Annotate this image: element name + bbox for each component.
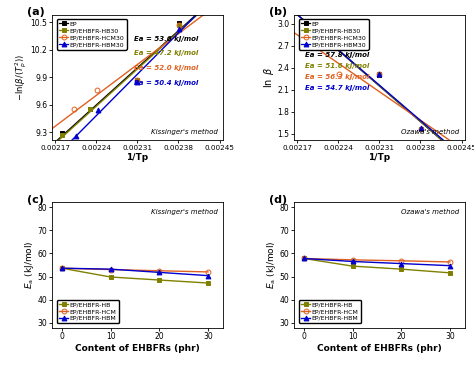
EP/EHBFR-HBM <box>447 263 453 268</box>
Text: Ea = 51.6 kJ/mol: Ea = 51.6 kJ/mol <box>305 63 369 69</box>
EP/EHBFR-HCM <box>156 269 162 273</box>
EP/EHBFR-HBM <box>156 270 162 275</box>
Line: EP/EHBFR-HB: EP/EHBFR-HB <box>301 256 452 275</box>
Text: Ea = 57.8 kJ/mol: Ea = 57.8 kJ/mol <box>305 52 369 58</box>
Line: EP/EHBFR-HB: EP/EHBFR-HB <box>59 266 210 286</box>
Text: (a): (a) <box>27 7 45 17</box>
EP/EHBFR-HCM <box>398 259 404 263</box>
Y-axis label: $\ln\ \beta$: $\ln\ \beta$ <box>262 67 276 88</box>
EP/EHBFR-HCM <box>205 270 211 274</box>
Line: EP/EHBFR-HCM: EP/EHBFR-HCM <box>59 266 210 274</box>
Text: (b): (b) <box>269 7 287 17</box>
EP/EHBFR-HCM <box>447 260 453 264</box>
Y-axis label: $E_{\rm a}$ (kJ/mol): $E_{\rm a}$ (kJ/mol) <box>265 241 278 289</box>
EP/EHBFR-HBM <box>398 261 404 266</box>
EP/EHBFR-HBM <box>205 273 211 278</box>
Text: Ozawa's method: Ozawa's method <box>401 209 459 215</box>
Text: Ea = 52.0 kJ/mol: Ea = 52.0 kJ/mol <box>135 65 199 71</box>
Text: Ea = 56.3 kJ/mol: Ea = 56.3 kJ/mol <box>305 74 369 80</box>
EP/EHBFR-HCM <box>108 268 113 272</box>
Line: EP/EHBFR-HCM: EP/EHBFR-HCM <box>301 256 452 264</box>
Text: Ea = 50.4 kJ/mol: Ea = 50.4 kJ/mol <box>135 80 199 86</box>
Text: (c): (c) <box>27 195 44 205</box>
Line: EP/EHBFR-HBM: EP/EHBFR-HBM <box>59 266 210 278</box>
EP/EHBFR-HB <box>205 281 211 285</box>
Text: (d): (d) <box>269 195 287 205</box>
X-axis label: 1/Tp: 1/Tp <box>368 153 391 163</box>
X-axis label: Content of EHBFRs (phr): Content of EHBFRs (phr) <box>75 344 200 353</box>
X-axis label: Content of EHBFRs (phr): Content of EHBFRs (phr) <box>317 344 442 353</box>
EP/EHBFR-HBM <box>59 266 65 270</box>
EP/EHBFR-HB <box>156 278 162 282</box>
EP/EHBFR-HBM <box>350 259 356 264</box>
X-axis label: 1/Tp: 1/Tp <box>126 153 148 163</box>
EP/EHBFR-HB <box>301 256 307 261</box>
Text: Kissinger's method: Kissinger's method <box>151 129 218 135</box>
EP/EHBFR-HCM <box>350 258 356 262</box>
Line: EP/EHBFR-HBM: EP/EHBFR-HBM <box>301 256 452 268</box>
Text: Ea = 54.7 kJ/mol: Ea = 54.7 kJ/mol <box>305 85 369 91</box>
EP/EHBFR-HCM <box>59 266 65 270</box>
EP/EHBFR-HB <box>108 275 113 279</box>
EP/EHBFR-HB <box>398 267 404 271</box>
EP/EHBFR-HB <box>350 264 356 268</box>
EP/EHBFR-HCM <box>301 256 307 261</box>
Text: Ea = 47.2 kJ/mol: Ea = 47.2 kJ/mol <box>135 50 199 56</box>
Legend: EP/EHBFR-HB, EP/EHBFR-HCM, EP/EHBFR-HBM: EP/EHBFR-HB, EP/EHBFR-HCM, EP/EHBFR-HBM <box>299 300 361 323</box>
EP/EHBFR-HB <box>59 266 65 270</box>
Y-axis label: $-\ln(\beta/(T_p^2))$: $-\ln(\beta/(T_p^2))$ <box>14 54 29 101</box>
Text: Ozawa's method: Ozawa's method <box>401 129 459 135</box>
Y-axis label: $E_{\rm a}$ (kJ/mol): $E_{\rm a}$ (kJ/mol) <box>23 241 36 289</box>
Text: Ea = 53.6 kJ/mol: Ea = 53.6 kJ/mol <box>135 36 199 42</box>
Legend: EP/EHBFR-HB, EP/EHBFR-HCM, EP/EHBFR-HBM: EP/EHBFR-HB, EP/EHBFR-HCM, EP/EHBFR-HBM <box>57 300 119 323</box>
Text: Kissinger's method: Kissinger's method <box>151 209 218 215</box>
EP/EHBFR-HBM <box>301 256 307 261</box>
EP/EHBFR-HBM <box>108 267 113 271</box>
Legend: EP, EP/EHBFR-HB30, EP/EHBFR-HCM30, EP/EHBFR-HBM30: EP, EP/EHBFR-HB30, EP/EHBFR-HCM30, EP/EH… <box>299 19 369 50</box>
EP/EHBFR-HB <box>447 270 453 275</box>
Legend: EP, EP/EHBFR-HB30, EP/EHBFR-HCM30, EP/EHBFR-HBM30: EP, EP/EHBFR-HB30, EP/EHBFR-HCM30, EP/EH… <box>57 19 127 50</box>
